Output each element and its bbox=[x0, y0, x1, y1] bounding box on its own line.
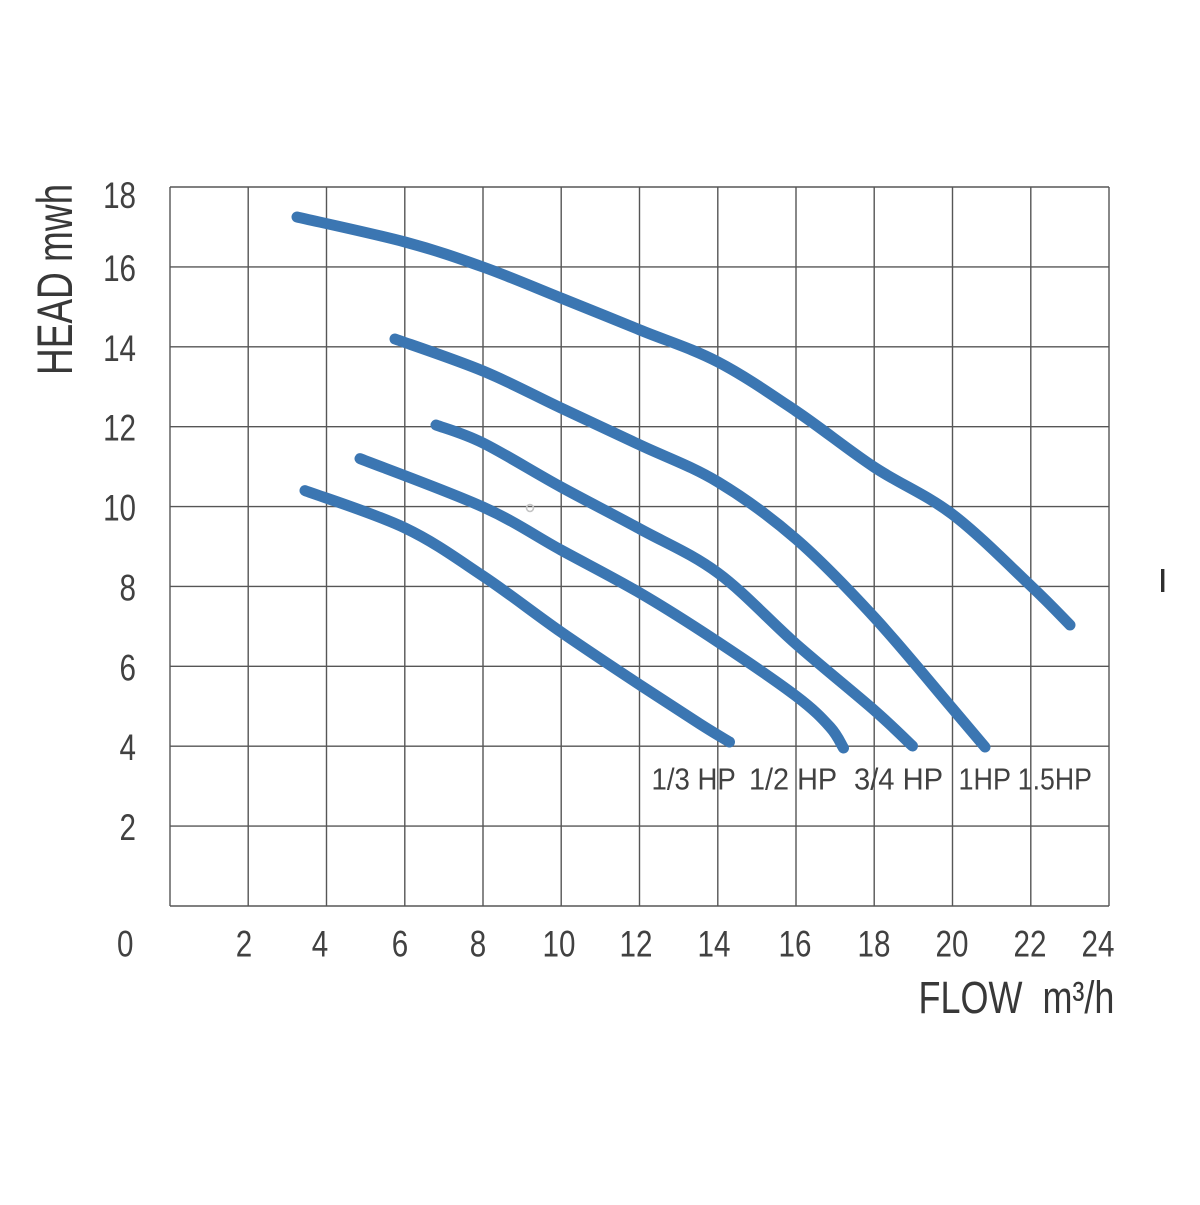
svg-text:FLOW m³/h: FLOW m³/h bbox=[919, 972, 1115, 1023]
svg-text:16: 16 bbox=[779, 924, 812, 965]
svg-text:8: 8 bbox=[120, 568, 136, 609]
svg-text:14: 14 bbox=[698, 924, 731, 965]
svg-text:16: 16 bbox=[103, 249, 136, 290]
svg-text:1/2 HP: 1/2 HP bbox=[749, 763, 837, 797]
svg-text:1HP: 1HP bbox=[959, 763, 1011, 797]
svg-text:2: 2 bbox=[236, 924, 252, 965]
svg-text:4: 4 bbox=[120, 728, 136, 769]
svg-text:0: 0 bbox=[117, 924, 133, 965]
svg-text:18: 18 bbox=[103, 176, 136, 217]
svg-text:14: 14 bbox=[103, 329, 136, 370]
svg-text:8: 8 bbox=[470, 924, 486, 965]
svg-text:22: 22 bbox=[1014, 924, 1047, 965]
svg-text:1.5HP: 1.5HP bbox=[1018, 763, 1092, 797]
svg-text:HEAD mwh: HEAD mwh bbox=[28, 184, 84, 375]
svg-text:12: 12 bbox=[620, 924, 653, 965]
svg-text:6: 6 bbox=[120, 648, 136, 689]
svg-text:6: 6 bbox=[392, 924, 408, 965]
svg-text:4: 4 bbox=[312, 924, 328, 965]
svg-text:24: 24 bbox=[1082, 924, 1115, 965]
svg-text:10: 10 bbox=[543, 924, 576, 965]
svg-text:3/4 HP: 3/4 HP bbox=[854, 763, 943, 797]
svg-text:20: 20 bbox=[936, 924, 969, 965]
svg-text:18: 18 bbox=[858, 924, 891, 965]
svg-text:12: 12 bbox=[103, 409, 136, 450]
svg-text:2: 2 bbox=[120, 808, 136, 849]
svg-text:10: 10 bbox=[103, 489, 136, 530]
svg-text:1/3 HP: 1/3 HP bbox=[652, 762, 736, 797]
